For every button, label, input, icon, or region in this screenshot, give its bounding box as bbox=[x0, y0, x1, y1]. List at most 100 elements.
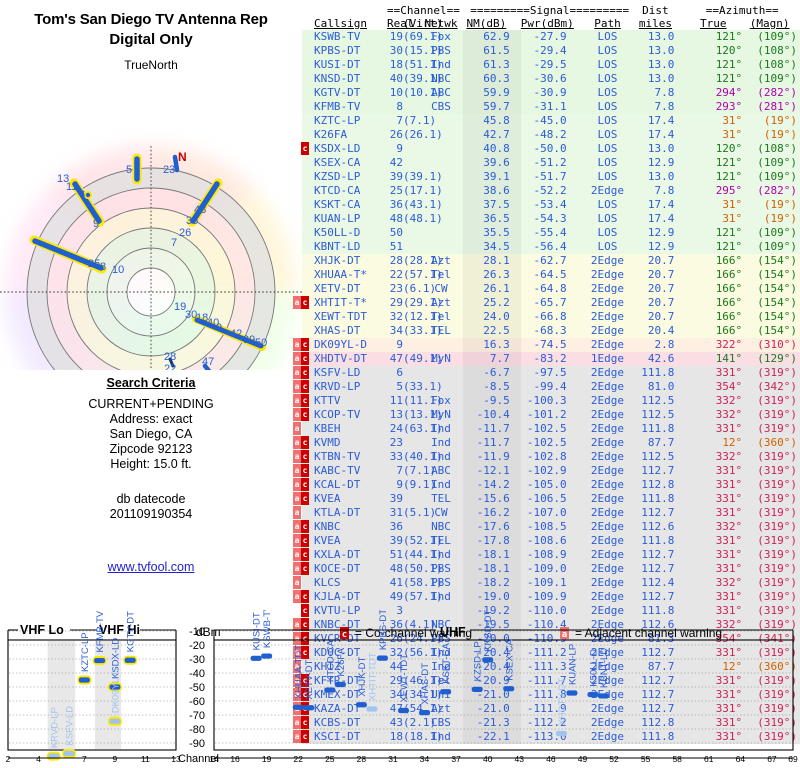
cell-path: 2Edge bbox=[590, 646, 625, 659]
vhf-point-label: DK09YL-D bbox=[110, 668, 121, 714]
table-row[interactable]: a c KNBC-DT 36 (4.1) NBC -19.5 -110.4 2Edge 112.6… bbox=[293, 618, 800, 632]
report-left-panel: Tom's San Diego TV Antenna Rep Digital O… bbox=[0, 0, 302, 608]
uhf-point-label: KSEX-CA bbox=[504, 638, 515, 680]
cell-virtual-channel: (57.1) bbox=[403, 590, 443, 603]
cell-real-channel: 40 bbox=[389, 72, 403, 85]
table-row[interactable]: a c KOCE-DT 48 (50.1) PBS -18.1 -109.0 2Edge 112.… bbox=[293, 562, 800, 576]
cell-noise-margin: 25.2 bbox=[463, 296, 521, 310]
table-row[interactable]: XHJK-DT 28 (28.1) Azt 28.1 -62.7 2Edge 20.7 166°… bbox=[302, 254, 800, 268]
table-row[interactable]: a c KVEA 39 TEL -15.6 -106.5 2Edge 111.8 331° (319… bbox=[293, 492, 800, 506]
adjacent-channel-warning-icon: a bbox=[293, 492, 301, 505]
cell-distance: 87.7 bbox=[647, 436, 675, 449]
cell-path: 2Edge bbox=[590, 310, 625, 323]
table-row[interactable]: KSWB-TV 19 (69.1) Fox 62.9 -27.9 LOS 13.0 121° (1… bbox=[302, 30, 800, 44]
table-row[interactable]: a c KCOP-TV 13 (13.1) MyN -10.4 -101.2 2Edge 112.… bbox=[293, 408, 800, 422]
warning-badge-cell bbox=[302, 170, 311, 184]
cell-path: LOS bbox=[597, 226, 618, 239]
table-row[interactable]: KFMB-TV 8 CBS 59.7 -31.1 LOS 7.8 293° (281°) bbox=[302, 100, 800, 114]
table-row[interactable]: c KVTU-LP 3 -19.2 -110.0 2Edge 111.8 331° (319°) bbox=[293, 604, 800, 618]
table-row[interactable]: a KHIZ 44 Ind -20.4 -111.3 2Edge 87.7 12° (360°) bbox=[293, 660, 800, 674]
table-row[interactable]: KSKT-CA 36 (43.1) 37.5 -53.4 LOS 17.4 31° (19°) bbox=[302, 198, 800, 212]
cell-power: -68.3 bbox=[533, 324, 567, 337]
vhf-xtick-label: 11 bbox=[141, 754, 150, 764]
cell-real-channel: 31 bbox=[389, 506, 403, 519]
table-row[interactable]: KTCD-CA 25 (17.1) 38.6 -52.2 2Edge 7.8 295° (282… bbox=[302, 184, 800, 198]
co-channel-warning-icon: c bbox=[301, 674, 309, 687]
adjacent-channel-warning-icon: a bbox=[293, 436, 301, 449]
table-row[interactable]: a KLCS 41 (58.1) PBS -18.2 -109.1 2Edge 112.4 332… bbox=[293, 576, 800, 590]
table-row[interactable]: a c DK09YL-D 9 16.3 -74.5 2Edge 2.8 322° (310°) bbox=[293, 338, 800, 352]
cell-distance: 20.4 bbox=[647, 324, 675, 337]
cell-real-channel: 11 bbox=[389, 394, 403, 407]
table-row[interactable]: KNSD-DT 40 (39.1) NBC 60.3 -30.6 LOS 13.0 121° (1… bbox=[302, 72, 800, 86]
table-row[interactable]: KUSI-DT 18 (51.1) Ind 61.3 -29.5 LOS 13.0 121° (1… bbox=[302, 58, 800, 72]
cell-azimuth-true: 332° bbox=[715, 520, 743, 533]
cell-path: LOS bbox=[597, 58, 618, 71]
uhf-xtick-label: 28 bbox=[357, 754, 367, 764]
table-row[interactable]: a c XHDTV-DT 47 (49.1) MyN 7.7 -83.2 1Edge 42.6 14… bbox=[293, 352, 800, 366]
signal-table-body: KSWB-TV 19 (69.1) Fox 62.9 -27.9 LOS 13.0 121° (1… bbox=[293, 30, 800, 744]
polar-channel-label: 42 bbox=[230, 328, 242, 340]
cell-power: -66.8 bbox=[533, 310, 567, 323]
table-row[interactable]: KSEX-CA 42 39.6 -51.2 LOS 12.9 121° (109°) bbox=[302, 156, 800, 170]
table-row[interactable]: K26FA 26 (26.1) 42.7 -48.2 LOS 17.4 31° (19°) bbox=[302, 128, 800, 142]
adjacent-channel-warning-icon: a bbox=[293, 674, 301, 687]
table-row[interactable]: XHUAA-T* 22 (57.1) Tel 26.3 -64.5 2Edge 20.7 166… bbox=[302, 268, 800, 282]
cell-path: 2Edge bbox=[590, 632, 625, 645]
cell-path: LOS bbox=[597, 142, 618, 155]
cell-virtual-channel: (44.1) bbox=[403, 548, 443, 561]
table-row[interactable]: a c KVMD 23 Ind -11.7 -102.5 2Edge 87.7 12° (360°) bbox=[293, 436, 800, 450]
cell-callsign: KHIZ bbox=[314, 660, 341, 673]
table-row[interactable]: KBNT-LD 51 34.5 -56.4 LOS 12.9 121° (109°) bbox=[302, 240, 800, 254]
table-row[interactable]: a c KDOC-DT 32 (56.1) Ind -20.4 -111.2 2Edge 112.… bbox=[293, 646, 800, 660]
table-row[interactable]: a KBEH 24 (63.1) Ind -11.7 -102.5 2Edge 111.8 331… bbox=[293, 422, 800, 436]
table-row[interactable]: a c KSCI-DT 18 (18.1) Ind -22.1 -113.0 2Edge 111.… bbox=[293, 730, 800, 744]
table-row[interactable]: XHAS-DT 34 (33.1) TEL 22.5 -68.3 2Edge 20.4 166°… bbox=[302, 324, 800, 338]
cell-path: 2Edge bbox=[590, 184, 625, 197]
cell-noise-margin: -8.5 bbox=[463, 380, 521, 394]
table-row[interactable]: a c KSFV-LD 6 -6.7 -97.5 2Edge 111.8 331° (319°) bbox=[293, 366, 800, 380]
table-row[interactable]: a c XHTIT-T* 29 (29.1) Azt 25.2 -65.7 2Edge 20.7 1… bbox=[293, 296, 800, 310]
table-row[interactable]: a c KVCR-DT 26 (24.1) PBS -20.0 -110.9 2Edge 81.3… bbox=[293, 632, 800, 646]
polar-channel-label: 18 bbox=[196, 312, 208, 324]
table-row[interactable]: a c KTTV 11 (11.1) Fox -9.5 -100.3 2Edge 112.5 332… bbox=[293, 394, 800, 408]
cell-azimuth-magnetic: (319°) bbox=[757, 548, 797, 561]
table-row[interactable]: XETV-DT 23 (6.1) CW 26.1 -64.8 2Edge 20.7 166° (1… bbox=[302, 282, 800, 296]
cell-distance: 112.4 bbox=[641, 576, 675, 589]
cell-distance: 81.0 bbox=[647, 380, 675, 393]
table-row[interactable]: KGTV-DT 10 (10.1) ABC 59.9 -30.9 LOS 7.8 294° (28… bbox=[302, 86, 800, 100]
table-row[interactable]: a c KVEA 39 (52.1) TEL -17.8 -108.6 2Edge 111.8 33… bbox=[293, 534, 800, 548]
table-row[interactable]: KZTC-LP 7 (7.1) 45.8 -45.0 LOS 17.4 31° (19°) bbox=[302, 114, 800, 128]
table-row[interactable]: KZSD-LP 39 (39.1) 39.1 -51.7 LOS 13.0 121° (109°… bbox=[302, 170, 800, 184]
table-row[interactable]: XEWT-TDT 32 (12.1) Tel 24.0 -66.8 2Edge 20.7 166… bbox=[302, 310, 800, 324]
table-row[interactable]: a c KNBC 36 NBC -17.6 -108.5 2Edge 112.6 332° (319… bbox=[293, 520, 800, 534]
cell-network: Tel bbox=[431, 268, 451, 281]
cell-callsign: KTCD-CA bbox=[314, 184, 361, 197]
cell-path: 2Edge bbox=[590, 660, 625, 673]
table-row[interactable]: a c KRVD-LP 5 (33.1) -8.5 -99.4 2Edge 81.0 354° (3… bbox=[293, 380, 800, 394]
table-row[interactable]: c KSDX-LD 9 40.8 -50.0 LOS 13.0 120° (108°) bbox=[301, 142, 800, 156]
table-row[interactable]: a c KXLA-DT 51 (44.1) Ind -18.1 -108.9 2Edge 112.… bbox=[293, 548, 800, 562]
tvfool-website-link[interactable]: www.tvfool.com bbox=[107, 560, 195, 574]
cell-real-channel: 43 bbox=[389, 716, 403, 729]
table-row[interactable]: KPBS-DT 30 (15.1) PBS 61.5 -29.4 LOS 13.0 120° (1… bbox=[302, 44, 800, 58]
table-row[interactable]: a c KFTR-DT 29 (46.1) Tel -20.9 -111.7 2Edge 112.… bbox=[293, 674, 800, 688]
y-tick-label: -60 bbox=[189, 696, 205, 708]
col-true: True bbox=[700, 17, 727, 30]
table-row[interactable]: K50LL-D 50 35.5 -55.4 LOS 12.9 121° (109°) bbox=[302, 226, 800, 240]
table-row[interactable]: a c KABC-TV 7 (7.1) ABC -12.1 -102.9 2Edge 112.7 3… bbox=[293, 464, 800, 478]
table-row[interactable]: a KTLA-DT 31 (5.1) CW -16.2 -107.0 2Edge 112.7 33… bbox=[293, 506, 800, 520]
table-row[interactable]: a c KCBS-DT 43 (2.1) CBS -21.3 -112.2 2Edge 112.8… bbox=[293, 716, 800, 730]
table-row[interactable]: a c KCAL-DT 9 (9.1) Ind -14.2 -105.0 2Edge 112.8 3… bbox=[293, 478, 800, 492]
cell-path: 2Edge bbox=[590, 450, 625, 463]
table-row[interactable]: a c KTBN-TV 33 (40.1) Ind -11.9 -102.8 2Edge 112.… bbox=[293, 450, 800, 464]
cell-virtual-channel bbox=[403, 142, 419, 156]
cell-distance: 13.0 bbox=[647, 72, 675, 85]
cell-azimuth-true: 331° bbox=[715, 590, 743, 603]
cell-distance: 87.7 bbox=[647, 660, 675, 673]
table-row[interactable]: a c KJLA-DT 49 (57.1) Ind -19.0 -109.9 2Edge 112.… bbox=[293, 590, 800, 604]
cell-distance: 112.5 bbox=[641, 394, 675, 407]
table-row[interactable]: KUAN-LP 48 (48.1) 36.5 -54.3 LOS 17.4 31° (19°) bbox=[302, 212, 800, 226]
